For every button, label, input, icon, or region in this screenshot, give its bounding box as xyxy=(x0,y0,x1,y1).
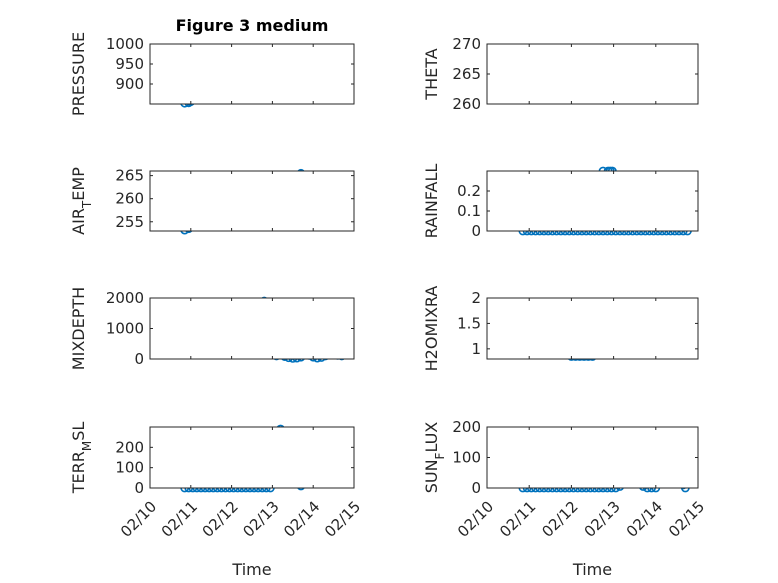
y-tick-label: 1000 xyxy=(106,35,144,53)
y-tick-label: 100 xyxy=(115,459,144,477)
subplot-2: 260 265 270 THETA xyxy=(422,35,699,113)
x-tick-label: 02/15 xyxy=(665,498,708,541)
y-tick-label: 265 xyxy=(452,65,481,83)
subplot-6: 1 1.5 2 H2OMIXRA xyxy=(422,286,699,372)
x-tick-label: 02/10 xyxy=(454,498,497,541)
x-tick-label: 02/11 xyxy=(496,498,539,541)
y-tick-label: 950 xyxy=(115,55,144,73)
y-tick-label: 1.5 xyxy=(457,314,481,332)
y-tick-label: 0 xyxy=(134,479,144,497)
axes-frame xyxy=(149,426,355,489)
axes-frame xyxy=(486,297,699,360)
y-axis-label: MIXDEPTH xyxy=(69,287,88,370)
y-axis-label: H2OMIXRA xyxy=(422,286,441,372)
y-axis-label: AIRTEMP xyxy=(69,167,94,235)
y-tick-label: 2000 xyxy=(106,289,144,307)
subplot-5: 0 1000 2000 MIXDEPTH xyxy=(69,287,355,370)
subplot-4: 0 0.1 0.2 RAINFALL xyxy=(422,164,699,240)
x-tick-label: 02/13 xyxy=(581,498,624,541)
x-tick-label: 02/10 xyxy=(117,498,160,541)
y-axis-label: SUNFLUX xyxy=(422,422,447,494)
y-tick-label: 260 xyxy=(452,95,481,113)
y-axis-label: PRESSURE xyxy=(69,32,88,116)
axes-frame xyxy=(149,170,355,232)
x-tick-label: 02/11 xyxy=(158,498,201,541)
y-tick-label: 260 xyxy=(115,190,144,208)
x-tick-label: 02/12 xyxy=(538,498,581,541)
y-axis-label: TERRMSL xyxy=(69,422,94,495)
y-axis-label: THETA xyxy=(422,48,441,100)
axes-frame xyxy=(149,43,355,105)
y-tick-label: 1 xyxy=(471,340,481,358)
x-tick-label: 02/13 xyxy=(239,498,282,541)
y-tick-label: 0 xyxy=(471,222,481,240)
y-tick-label: 0.1 xyxy=(457,202,481,220)
axes-frame xyxy=(486,426,699,489)
y-tick-label: 100 xyxy=(452,449,481,467)
subplot-1: 900 950 1000 PRESSURE Figure 3 medium xyxy=(69,16,355,116)
y-tick-label: 0 xyxy=(134,350,144,368)
y-tick-label: 265 xyxy=(115,167,144,185)
x-tick-label: 02/12 xyxy=(199,498,242,541)
y-axis-label: RAINFALL xyxy=(422,164,441,239)
subplot-8: 0 100 200 SUNFLUX 02/1002/1102/1202/1302/140… xyxy=(422,418,708,579)
axes-frame xyxy=(149,297,355,360)
y-tick-label: 1000 xyxy=(106,320,144,338)
y-tick-label: 2 xyxy=(471,289,481,307)
chart-title: Figure 3 medium xyxy=(176,16,329,35)
subplot-3: 255 260 265 AIRTEMP xyxy=(69,167,355,235)
y-tick-label: 200 xyxy=(115,438,144,456)
axes-frame xyxy=(486,43,699,105)
x-axis-label: Time xyxy=(572,560,612,579)
y-tick-label: 0.2 xyxy=(457,182,481,200)
y-tick-label: 0 xyxy=(471,479,481,497)
y-tick-label: 270 xyxy=(452,35,481,53)
x-tick-label: 02/15 xyxy=(321,498,364,541)
x-tick-label: 02/14 xyxy=(280,498,323,541)
y-tick-label: 200 xyxy=(452,418,481,436)
x-tick-label: 02/14 xyxy=(623,498,666,541)
axes-frame xyxy=(486,170,699,232)
y-tick-label: 255 xyxy=(115,213,144,231)
subplot-7: 0 100 200 TERRMSL 02/1002/1102/1202/1302/140… xyxy=(69,422,364,579)
x-axis-label: Time xyxy=(231,560,271,579)
y-tick-label: 900 xyxy=(115,75,144,93)
